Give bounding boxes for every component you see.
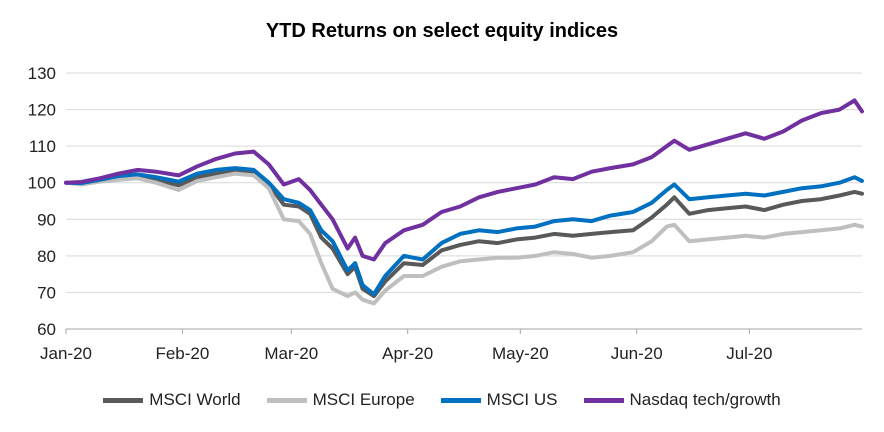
legend-label: MSCI US [486, 390, 558, 409]
legend-label: MSCI World [149, 390, 241, 409]
legend-swatch [583, 397, 624, 403]
y-tick-label: 130 [28, 64, 56, 83]
y-tick-label: 80 [37, 247, 56, 266]
y-tick-label: 100 [28, 174, 56, 193]
legend-label: Nasdaq tech/growth [629, 390, 781, 409]
legend-item: MSCI World [103, 390, 241, 410]
legend-item: MSCI Europe [266, 390, 415, 410]
series-line-0 [64, 169, 864, 299]
y-tick-label: 110 [29, 137, 56, 156]
x-tick-label: Jul-20 [726, 344, 772, 363]
gridlines [66, 72, 862, 330]
x-tick-label: Jun-20 [611, 344, 663, 363]
legend-label: MSCI Europe [312, 390, 415, 409]
x-tick-label: Feb-20 [155, 344, 209, 363]
y-tick-label: 70 [37, 283, 56, 302]
series-line-2 [64, 166, 864, 297]
x-axis: Jan-20 Feb-20 Mar-20 Apr-20 May-20 Jun-20 Jul-… [40, 329, 773, 363]
x-tick-label: Apr-20 [382, 344, 433, 363]
legend-swatch [440, 397, 481, 403]
series-lines [64, 98, 864, 306]
chart-title: YTD Returns on select equity indices [265, 20, 619, 42]
legend-swatch [103, 397, 144, 403]
y-tick-label: 90 [37, 210, 56, 229]
legend-swatch [266, 397, 307, 403]
y-axis: 60 70 80 90 100 110 120 130 [28, 64, 56, 339]
series-line-1 [64, 171, 864, 306]
series-line-3 [64, 98, 864, 262]
legend-item: MSCI US [440, 390, 558, 410]
x-tick-label: Jan-20 [40, 344, 92, 363]
x-tick-label: May-20 [492, 344, 549, 363]
y-tick-label: 120 [28, 101, 56, 120]
x-tick-label: Mar-20 [264, 344, 318, 363]
legend-item: Nasdaq tech/growth [583, 390, 781, 410]
legend: MSCI World MSCI Europe MSCI US Nasdaq tech/… [0, 390, 884, 410]
y-tick-label: 60 [37, 320, 56, 339]
